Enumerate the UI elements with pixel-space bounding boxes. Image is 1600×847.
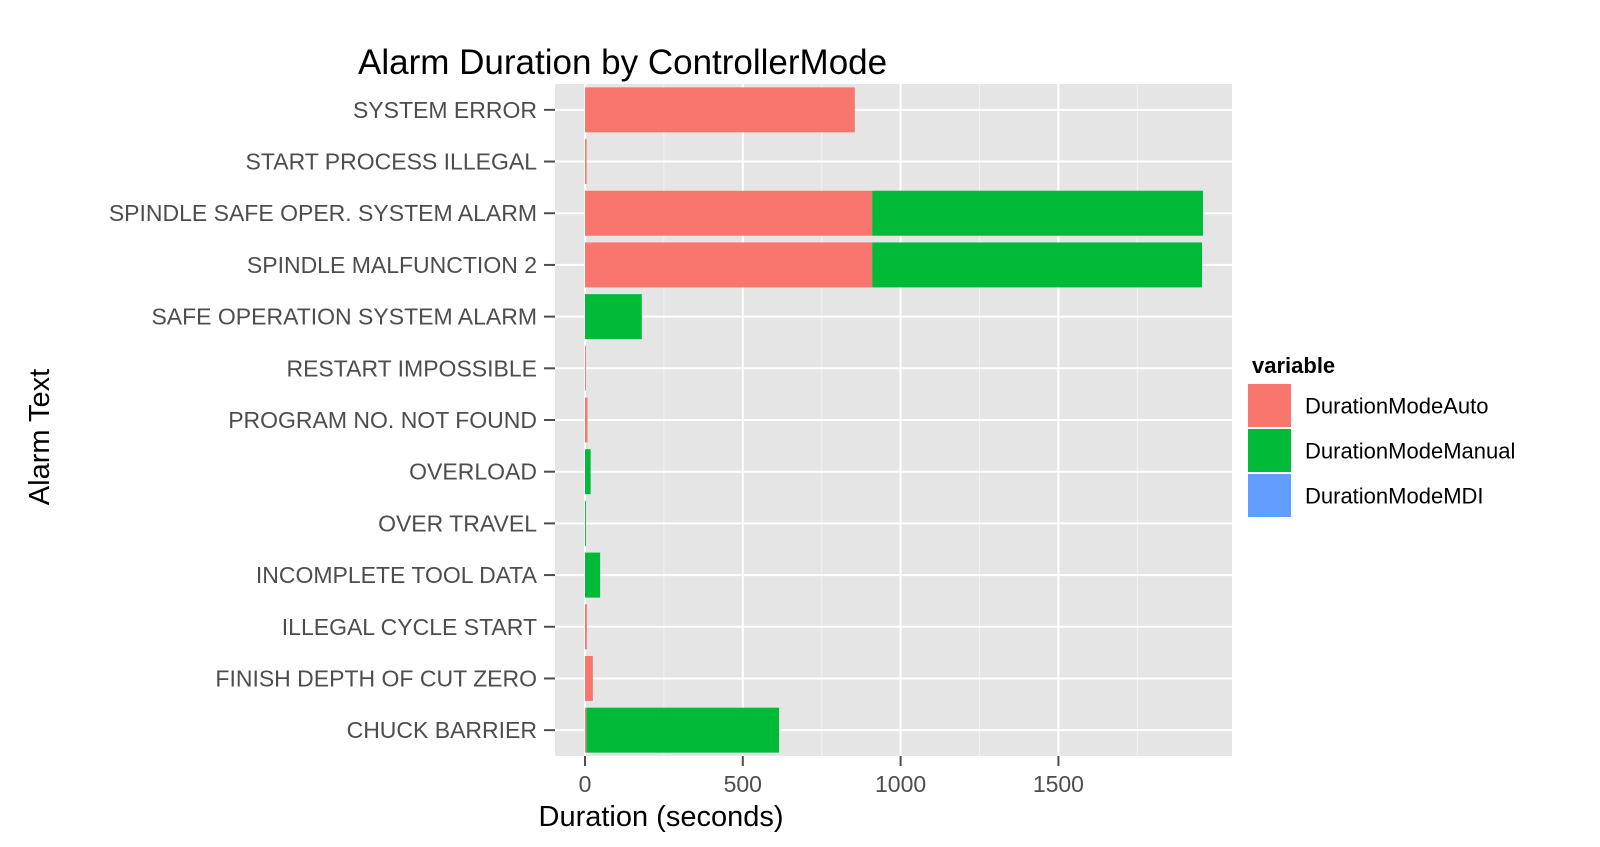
bars: [584, 87, 1203, 753]
y-tick-label: CHUCK BARRIER: [347, 717, 537, 743]
y-tick-label: ILLEGAL CYCLE START: [282, 614, 537, 640]
y-tick-label: FINISH DEPTH OF CUT ZERO: [215, 665, 537, 691]
legend-label: DurationModeMDI: [1305, 484, 1484, 509]
bar-segment: [584, 87, 855, 133]
legend-key: [1248, 474, 1291, 517]
y-tick-label: SPINDLE MALFUNCTION 2: [247, 252, 537, 278]
legend: variable DurationModeAuto DurationModeMan…: [1246, 353, 1515, 519]
bar-segment: [872, 242, 1203, 288]
bar-segment: [584, 449, 591, 495]
legend-label: DurationModeManual: [1305, 439, 1515, 464]
bar-segment: [584, 397, 588, 443]
legend-label: DurationModeAuto: [1305, 394, 1488, 419]
legend-key: [1248, 384, 1291, 427]
bar-segment: [872, 190, 1203, 236]
bar-segment: [584, 707, 587, 753]
bar-segment: [584, 294, 642, 340]
x-tick-label: 0: [579, 771, 592, 797]
chart-title: Alarm Duration by ControllerMode: [358, 43, 887, 82]
x-tick-label: 500: [724, 771, 762, 797]
legend-title: variable: [1252, 353, 1335, 378]
y-axis: SYSTEM ERROR START PROCESS ILLEGAL SPINDLE…: [109, 97, 555, 743]
y-tick-label: OVER TRAVEL: [378, 510, 537, 536]
y-tick-label: SYSTEM ERROR: [353, 97, 537, 123]
x-tick-label: 1000: [875, 771, 926, 797]
x-axis-title: Duration (seconds): [539, 801, 784, 833]
y-tick-label: SAFE OPERATION SYSTEM ALARM: [151, 304, 537, 330]
y-tick-label: SPINDLE SAFE OPER. SYSTEM ALARM: [109, 200, 537, 226]
y-tick-label: PROGRAM NO. NOT FOUND: [228, 407, 537, 433]
bar-segment: [584, 604, 587, 650]
bar-segment: [584, 345, 586, 391]
bar-segment: [586, 707, 780, 753]
y-tick-label: INCOMPLETE TOOL DATA: [256, 562, 538, 588]
y-axis-title: Alarm Text: [24, 369, 56, 505]
y-tick-label: OVERLOAD: [409, 459, 537, 485]
bar-segment: [584, 552, 601, 598]
legend-key: [1248, 429, 1291, 472]
y-tick-label: RESTART IMPOSSIBLE: [286, 355, 537, 381]
bar-segment: [584, 242, 873, 288]
y-tick-label: START PROCESS ILLEGAL: [246, 149, 538, 175]
x-tick-label: 1500: [1033, 771, 1084, 797]
bar-segment: [584, 655, 593, 701]
x-axis: 0 500 1000 1500: [579, 756, 1084, 797]
bar-segment: [584, 500, 586, 546]
bar-segment: [584, 139, 587, 185]
bar-segment: [584, 190, 873, 236]
